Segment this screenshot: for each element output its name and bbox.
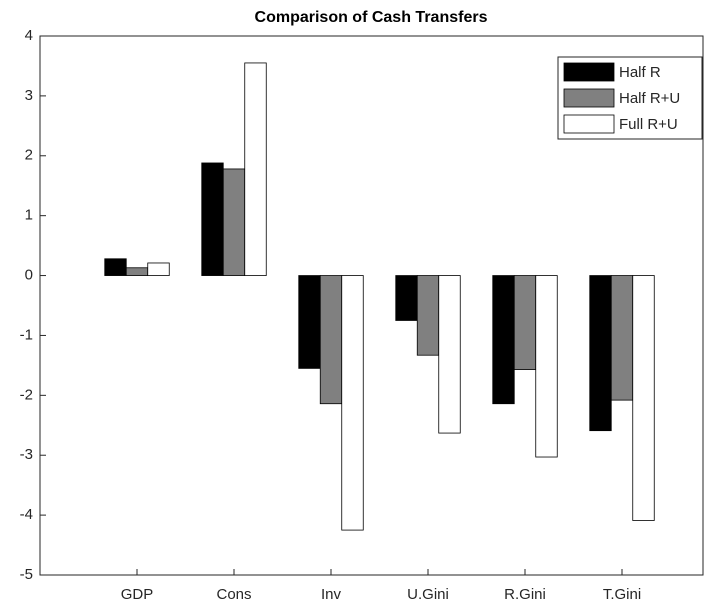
bar — [438, 275, 461, 434]
legend-label: Full R+U — [619, 116, 678, 133]
y-tick-label: -2 — [20, 386, 33, 403]
bar — [298, 275, 321, 369]
bar — [201, 162, 224, 276]
bar — [319, 275, 343, 405]
bar — [513, 275, 537, 370]
bar — [244, 62, 267, 276]
legend-swatch — [563, 114, 615, 134]
y-tick-label: 1 — [25, 207, 33, 224]
x-tick-label: R.Gini — [504, 586, 546, 603]
y-tick-label: -5 — [20, 566, 33, 583]
legend-swatch — [563, 88, 615, 108]
y-tick-label: -1 — [20, 326, 33, 343]
y-tick-label: -4 — [20, 506, 33, 523]
y-tick-label: 2 — [25, 147, 33, 164]
bar — [535, 275, 558, 458]
chart-title: Comparison of Cash Transfers — [255, 9, 488, 26]
bar — [125, 267, 149, 276]
bar — [632, 275, 655, 521]
x-tick-label: U.Gini — [407, 586, 449, 603]
y-tick-label: 0 — [25, 267, 33, 284]
bar — [589, 275, 612, 432]
legend-label: Half R+U — [619, 90, 680, 107]
bar — [492, 275, 515, 405]
x-tick-label: GDP — [121, 586, 154, 603]
y-tick-label: 3 — [25, 87, 33, 104]
bar — [147, 262, 170, 276]
bar — [104, 258, 127, 276]
y-tick-label: -3 — [20, 446, 33, 463]
legend-label: Half R — [619, 64, 661, 81]
x-tick-label: Cons — [216, 586, 251, 603]
y-tick-label: 4 — [25, 27, 33, 44]
bar — [416, 275, 440, 356]
bar — [341, 275, 364, 531]
x-tick-label: T.Gini — [603, 586, 641, 603]
bar — [395, 275, 418, 321]
x-tick-label: Inv — [321, 586, 342, 603]
bar — [222, 168, 246, 276]
legend-swatch — [563, 62, 615, 82]
bar — [610, 275, 634, 401]
